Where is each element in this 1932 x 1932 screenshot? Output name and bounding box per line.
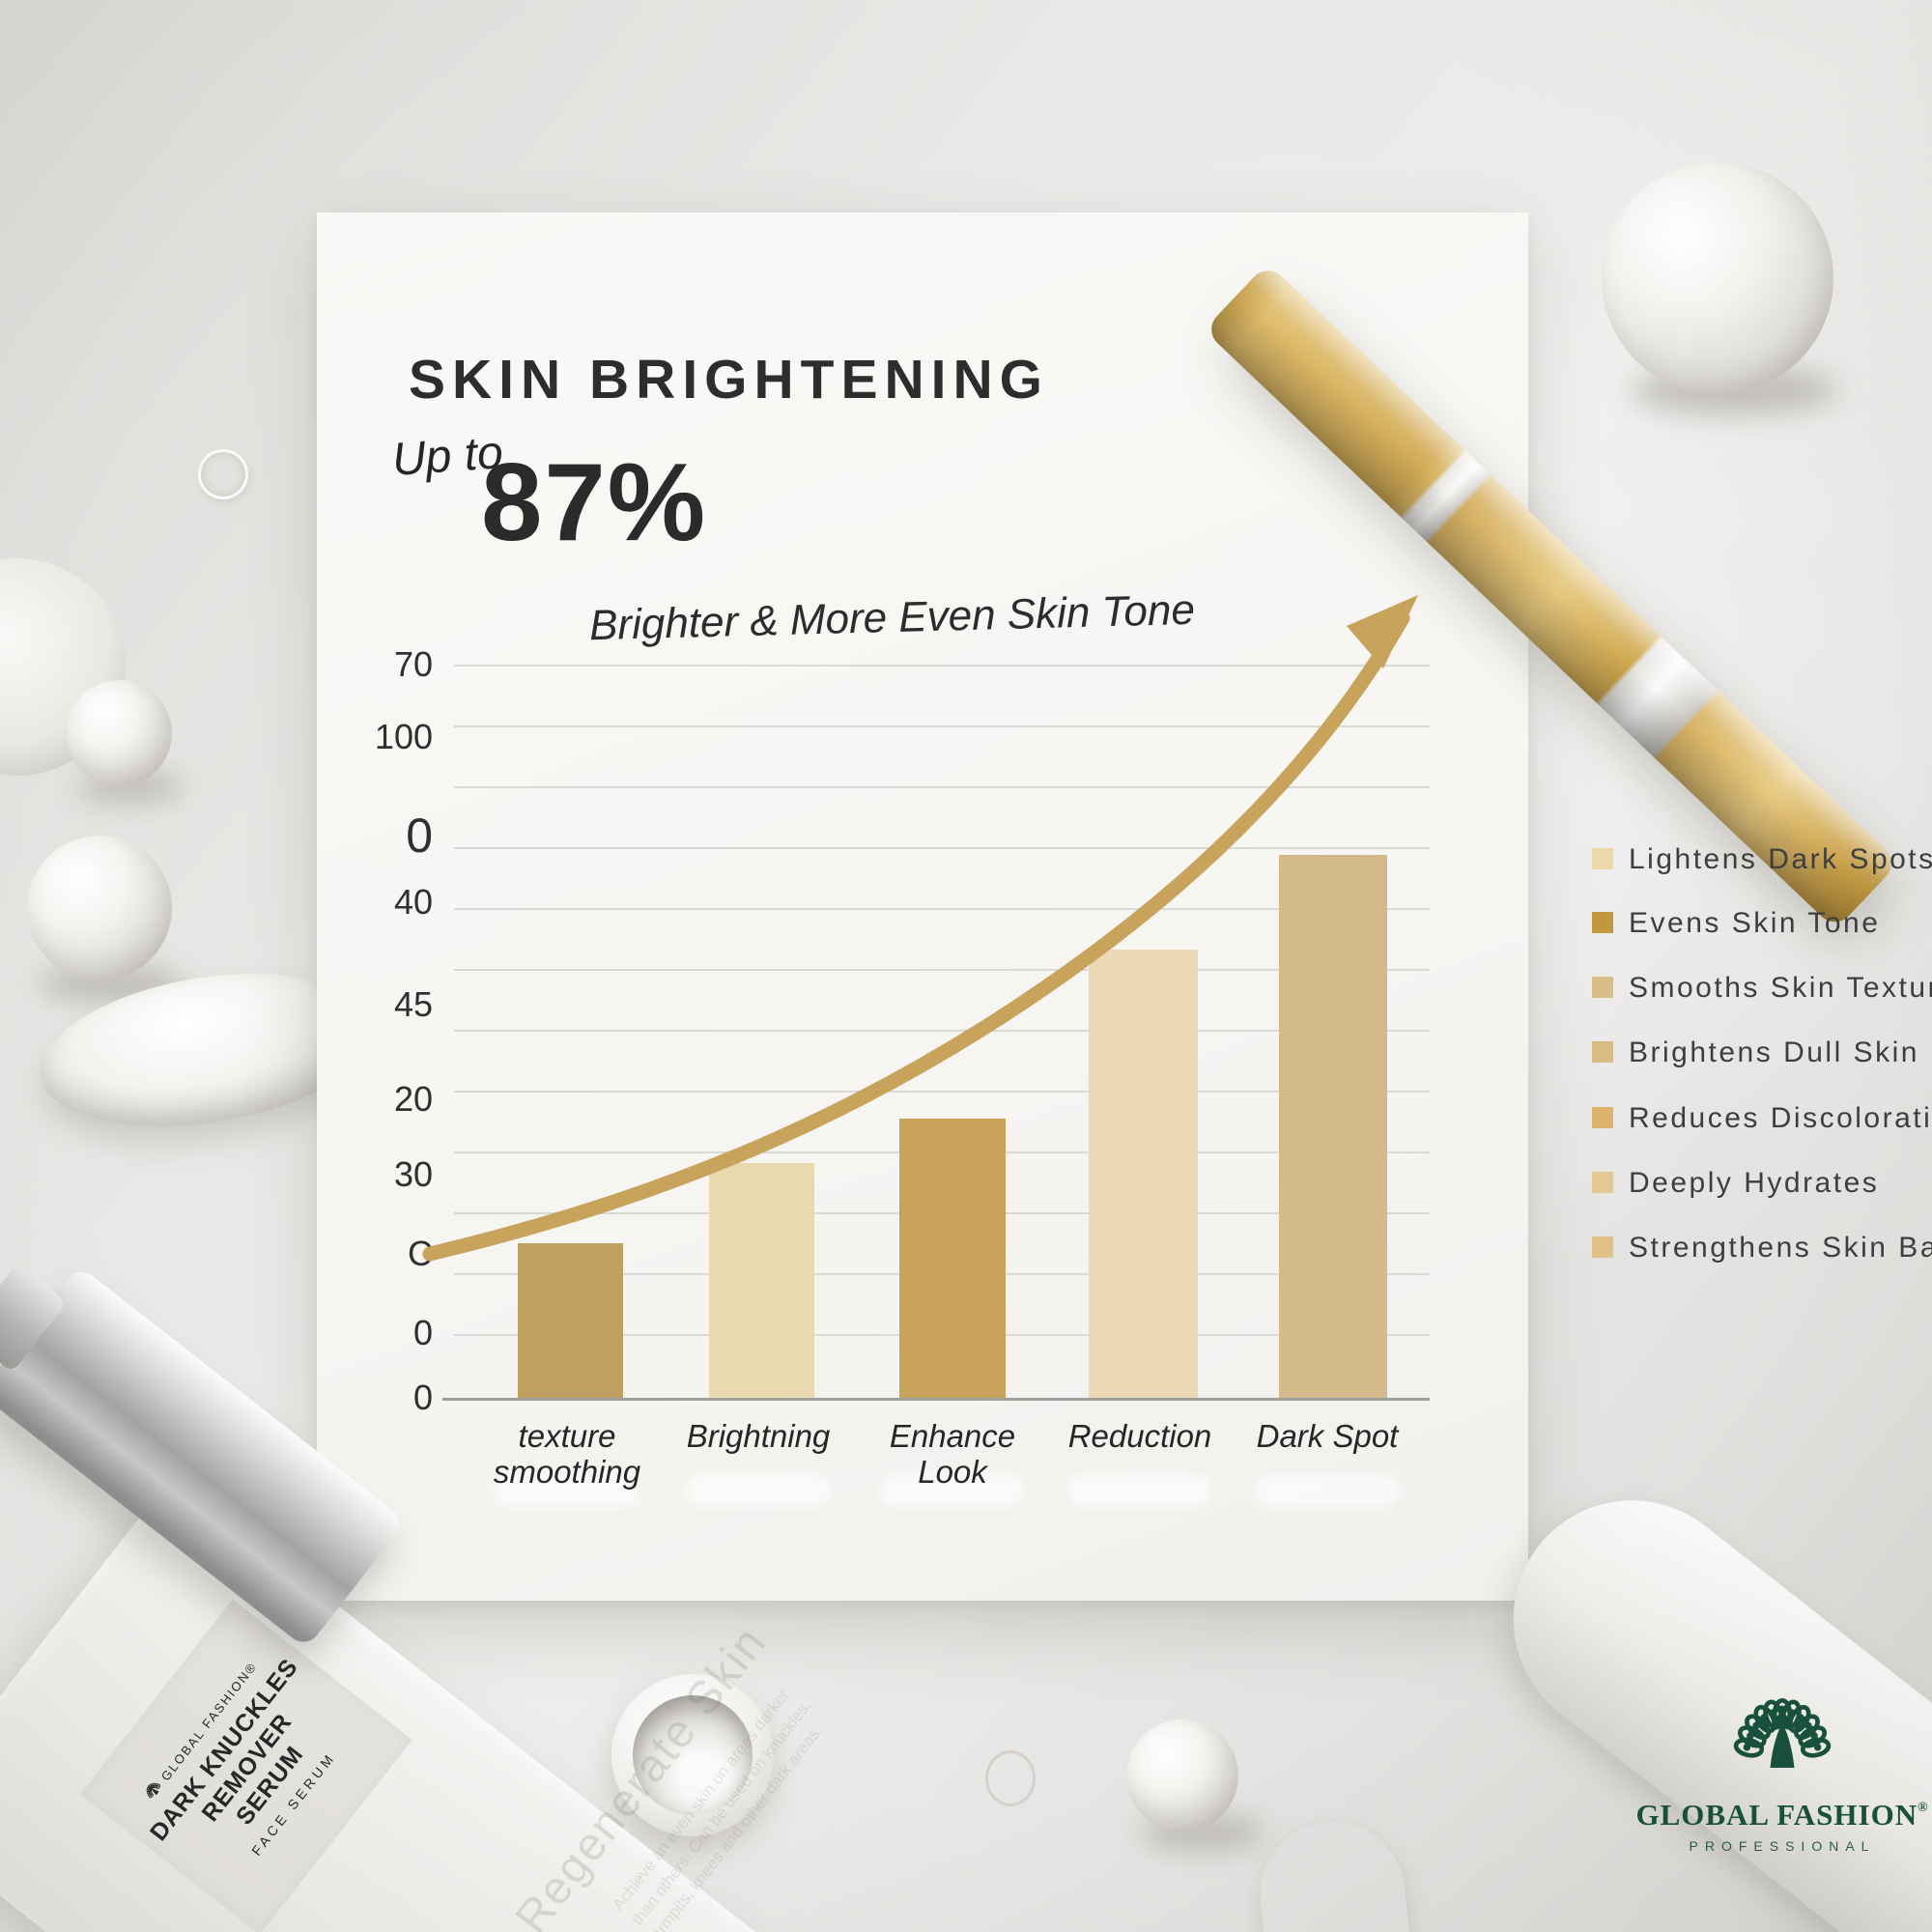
- y-axis-tick-label: 20: [393, 1079, 433, 1119]
- y-axis-tick-label: 70: [393, 644, 433, 684]
- legend-item: Lightens Dark Spots: [1592, 842, 1932, 877]
- y-axis-tick-label: 0: [412, 1378, 433, 1417]
- label-ghost: [686, 1474, 831, 1507]
- page-title: SKIN BRIGHTENING: [409, 349, 1050, 411]
- label-ghost: [880, 1474, 1025, 1507]
- faint-circle: [985, 1750, 1036, 1806]
- peacock-icon: [140, 1776, 168, 1805]
- legend-swatch-icon: [1592, 848, 1613, 869]
- legend-swatch-icon: [1592, 912, 1613, 933]
- white-ball: [1126, 1719, 1238, 1832]
- legend-item: Smooths Skin Texture: [1592, 971, 1932, 1006]
- legend-item: Strengthens Skin Barrier: [1592, 1231, 1932, 1265]
- y-axis-tick-label: 45: [393, 984, 433, 1024]
- x-axis-category-label: Enhance Look: [889, 1418, 1016, 1490]
- pearl-large: [1602, 162, 1833, 394]
- gridline: [454, 665, 1430, 667]
- bar-reduction: [1089, 950, 1198, 1398]
- bar-texture-smoothing: [518, 1243, 623, 1398]
- legend-swatch-icon: [1592, 1236, 1613, 1258]
- y-axis-tick-label: C: [408, 1234, 433, 1273]
- legend-label: Evens Skin Tone: [1629, 907, 1881, 939]
- x-axis-category-label: Brightning: [686, 1418, 831, 1454]
- legend-label: Brightens Dull Skin: [1629, 1037, 1919, 1068]
- y-axis-tick-label: 0: [406, 809, 433, 863]
- legend-label: Deeply Hydrates: [1629, 1167, 1880, 1199]
- y-axis-tick-label: 30: [393, 1154, 433, 1194]
- legend-label: Reduces Discoloration: [1629, 1102, 1932, 1134]
- white-cylinder: [1253, 1815, 1413, 1932]
- brand-logo: GLOBAL FASHION® PROFESSIONAL: [1608, 1692, 1932, 1854]
- legend-label: Strengthens Skin Barrier: [1629, 1232, 1932, 1264]
- x-axis-category-label: Reduction: [1067, 1418, 1212, 1454]
- y-axis-tick-label: 40: [393, 882, 433, 922]
- legend-label: Smooths Skin Texture: [1629, 972, 1932, 1004]
- registered-mark-icon: ®: [1918, 1801, 1929, 1815]
- bar-brightning: [709, 1163, 814, 1398]
- bottle-label-text: GLOBAL FASHION® DARK KNUCKLES REMOVER SE…: [81, 1601, 411, 1932]
- y-axis-tick-label: 0: [412, 1313, 433, 1352]
- legend-swatch-icon: [1592, 1041, 1613, 1063]
- legend-item: Evens Skin Tone: [1592, 906, 1932, 941]
- legend-swatch-icon: [1592, 1172, 1613, 1193]
- bottle-label: GLOBAL FASHION® DARK KNUCKLES REMOVER SE…: [80, 1599, 412, 1932]
- x-axis-category-label: texture smoothing: [493, 1418, 641, 1490]
- brand-name: GLOBAL FASHION®: [1635, 1798, 1929, 1832]
- bar-enhance-look: [899, 1119, 1006, 1398]
- percent-value: 87%: [481, 441, 708, 564]
- subtitle-text: Brighter & More Even Skin Tone: [588, 585, 1196, 650]
- gridline: [454, 847, 1430, 849]
- legend-swatch-icon: [1592, 977, 1613, 998]
- gridline: [454, 786, 1430, 788]
- jar-lid-ring: [611, 1674, 774, 1836]
- legend-label: Lightens Dark Spots: [1629, 843, 1932, 875]
- legend-item: Deeply Hydrates: [1592, 1166, 1932, 1201]
- pearl-medium: [27, 836, 172, 980]
- peacock-logo-icon: [1719, 1692, 1845, 1793]
- legend-item: Brightens Dull Skin: [1592, 1036, 1932, 1070]
- dropper-nozzle: [0, 1263, 68, 1373]
- jar-lid-opening: [633, 1695, 753, 1815]
- x-axis-line: [442, 1398, 1430, 1401]
- bubble-icon: [198, 449, 248, 499]
- x-axis-category-label: Dark Spot: [1256, 1418, 1399, 1454]
- gridline: [454, 725, 1430, 727]
- label-ghost: [1067, 1474, 1212, 1507]
- label-ghost: [1255, 1474, 1400, 1507]
- legend-swatch-icon: [1592, 1107, 1613, 1128]
- y-axis-tick-label: 100: [374, 717, 433, 756]
- legend-item: Reduces Discoloration: [1592, 1101, 1932, 1136]
- brand-tagline: PROFESSIONAL: [1689, 1838, 1876, 1854]
- label-ghost: [495, 1474, 639, 1507]
- pearl-small: [66, 680, 172, 786]
- bar-dark-spot: [1279, 855, 1387, 1398]
